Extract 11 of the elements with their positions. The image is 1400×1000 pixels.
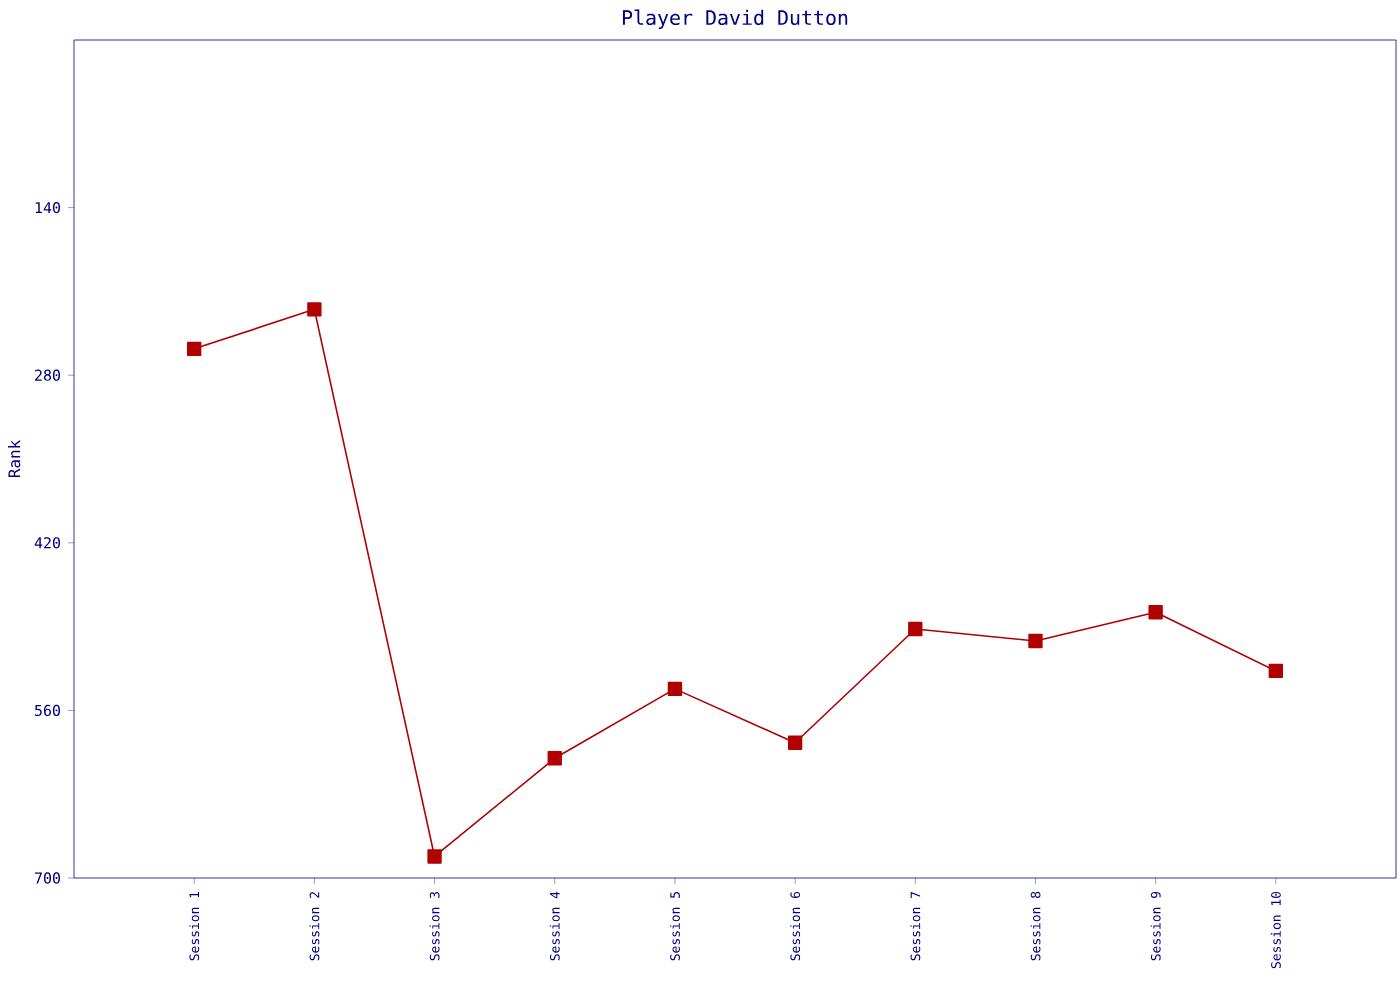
point [1268, 663, 1284, 679]
point [667, 681, 683, 697]
point [187, 341, 202, 357]
point [427, 849, 442, 864]
chart-title: Player David Dutton [622, 9, 848, 29]
point [1028, 633, 1043, 649]
point [1148, 605, 1163, 620]
point [787, 735, 803, 750]
point [908, 621, 923, 637]
point [547, 751, 562, 766]
point [307, 302, 322, 317]
